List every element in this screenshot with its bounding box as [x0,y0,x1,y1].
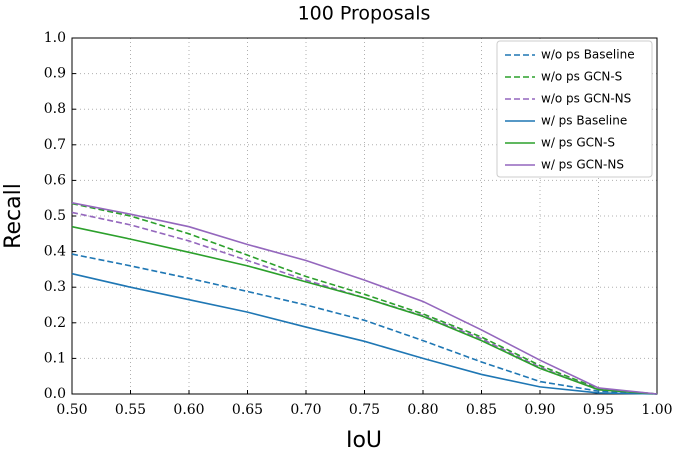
x-tick-label: 1.00 [641,402,672,418]
series-line [71,225,658,395]
y-tick-label: 0.0 [44,386,66,402]
y-tick-label: 0.7 [44,137,66,153]
y-tick-label: 0.5 [44,208,66,224]
x-tick-label: 0.80 [407,402,438,418]
series-line [71,253,658,395]
y-tick-label: 1.0 [44,30,66,46]
legend-label: w/o ps GCN-NS [541,92,631,106]
series-line [71,202,658,395]
x-axis-label: IoU [346,428,382,453]
series-line [71,202,658,395]
plot-frame [71,37,658,395]
x-tick-label: 0.95 [583,402,614,418]
y-tick-label: 0.3 [44,279,66,295]
legend-label: w/o ps Baseline [541,48,635,62]
x-tick-label: 0.70 [290,402,321,418]
legend-label: w/ ps GCN-NS [541,158,624,172]
x-tick-label: 0.85 [466,402,497,418]
legend-label: w/o ps GCN-S [541,70,622,84]
legend-box [496,40,653,178]
legend-label: w/ ps GCN-S [541,136,615,150]
x-tick-label: 0.65 [232,402,263,418]
y-tick-label: 0.6 [44,172,66,188]
legend-label: w/ ps Baseline [541,114,627,128]
y-axis-label: Recall [1,183,26,249]
x-tick-label: 0.60 [173,402,204,418]
x-tick-label: 0.55 [115,402,146,418]
y-tick-label: 0.9 [44,66,66,82]
y-tick-label: 0.1 [44,350,66,366]
series-line [71,272,658,395]
y-tick-label: 0.8 [44,101,66,117]
y-tick-label: 0.2 [44,315,66,331]
y-tick-label: 0.4 [44,244,66,260]
chart-title: 100 Proposals [298,3,431,25]
x-tick-label: 0.50 [56,402,87,418]
x-tick-label: 0.90 [524,402,555,418]
x-tick-label: 0.75 [349,402,380,418]
